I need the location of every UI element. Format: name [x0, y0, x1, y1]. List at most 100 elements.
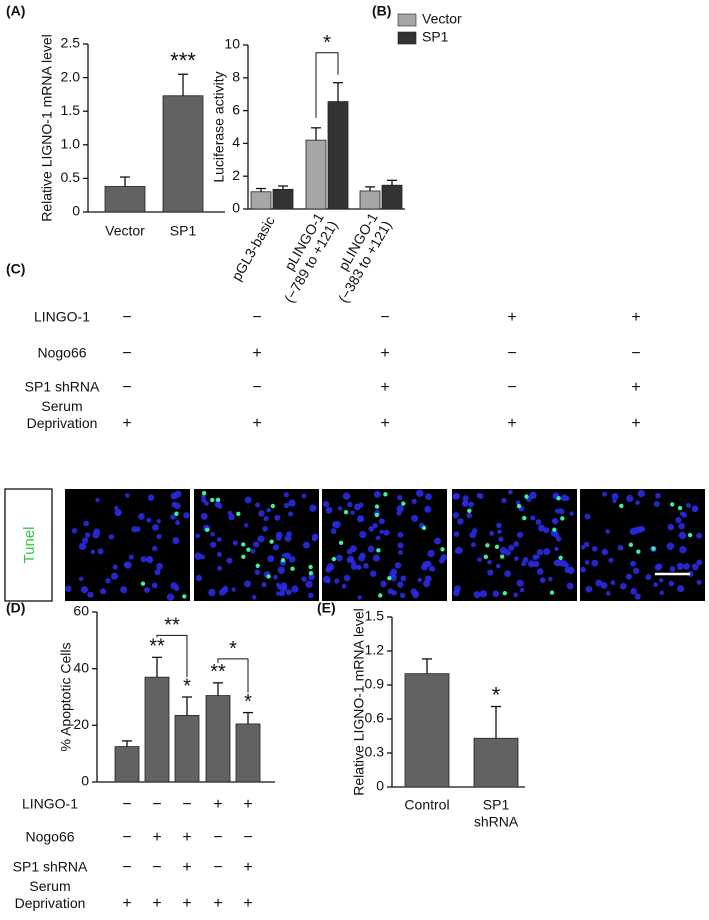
nucleus: [397, 531, 404, 538]
condition-sign: +: [243, 796, 252, 813]
nucleus: [244, 580, 252, 588]
tunel-cell: [255, 563, 260, 569]
panel-label: (C): [6, 261, 25, 277]
nucleus: [543, 548, 551, 556]
nucleus: [285, 589, 292, 596]
nucleus: [529, 491, 537, 500]
nucleus: [433, 537, 442, 545]
nucleus: [492, 590, 500, 598]
condition-sign: −: [243, 829, 252, 846]
condition-sign: +: [380, 379, 389, 396]
tunel-cell: [552, 527, 557, 532]
nucleus: [530, 515, 536, 521]
tunel-cell: [210, 497, 215, 503]
nucleus: [350, 510, 355, 515]
condition-sign: −: [182, 796, 191, 813]
nucleus: [379, 529, 384, 535]
condition-label: Nogo66: [37, 345, 86, 361]
nucleus: [358, 554, 365, 562]
bar: [381, 184, 403, 210]
nucleus: [696, 559, 703, 566]
nucleus: [350, 545, 357, 553]
condition-sign: −: [152, 859, 161, 876]
condition-sign: −: [631, 345, 640, 362]
nucleus: [420, 563, 428, 571]
nucleus: [668, 580, 675, 587]
y-tick-label: 40: [73, 659, 89, 675]
nucleus: [311, 535, 318, 542]
nucleus: [166, 593, 175, 601]
nucleus: [414, 590, 419, 596]
nucleus: [175, 520, 181, 526]
tunel-cell: [558, 555, 563, 561]
tunel-cell: [485, 543, 490, 548]
nucleus: [584, 513, 591, 520]
nucleus: [151, 582, 158, 589]
condition-sign: +: [182, 859, 191, 876]
x-tick-label: Control: [404, 797, 449, 813]
nucleus: [630, 560, 637, 567]
nucleus: [156, 518, 161, 524]
nucleus: [427, 549, 435, 558]
nucleus: [274, 514, 281, 521]
nucleus: [678, 531, 687, 540]
nucleus: [227, 510, 233, 516]
nucleus: [114, 505, 119, 511]
condition-sign: −: [252, 309, 261, 326]
nucleus: [201, 497, 207, 503]
sig-label: ***: [170, 48, 196, 73]
bar: [174, 715, 200, 783]
nucleus: [687, 570, 694, 577]
bar: [473, 737, 519, 788]
nucleus: [645, 574, 652, 581]
nucleus: [131, 526, 138, 533]
nucleus: [128, 554, 134, 560]
nucleus: [634, 593, 641, 600]
condition-sign: +: [631, 309, 640, 326]
nucleus: [170, 514, 176, 520]
tunel-cell: [308, 570, 314, 576]
nucleus: [683, 562, 691, 570]
nucleus: [504, 570, 511, 578]
nucleus: [283, 492, 290, 498]
condition-sign: +: [213, 796, 222, 813]
condition-sign: −: [122, 859, 131, 876]
nucleus: [152, 545, 158, 552]
y-tick-label: 2: [232, 167, 240, 183]
condition-sign: −: [380, 309, 389, 326]
condition-sign: −: [122, 796, 131, 813]
nucleus: [394, 562, 402, 569]
nucleus: [584, 560, 590, 565]
nucleus: [87, 591, 94, 598]
nucleus: [585, 585, 593, 593]
nucleus: [140, 556, 147, 563]
nucleus: [216, 551, 222, 558]
nucleus: [515, 500, 521, 505]
y-tick-label: 8: [232, 69, 240, 85]
nucleus: [156, 533, 162, 540]
nucleus: [423, 580, 431, 588]
x-tick-label: Vector: [105, 223, 145, 239]
nucleus: [92, 531, 100, 539]
condition-label: Deprivation: [27, 415, 98, 431]
y-tick-label: 20: [73, 716, 89, 732]
condition-sign: +: [152, 829, 161, 846]
bar: [114, 746, 140, 783]
nucleus: [519, 587, 525, 593]
nucleus: [83, 520, 90, 527]
nucleus: [630, 588, 637, 595]
nucleus: [368, 525, 375, 532]
nucleus: [564, 562, 570, 568]
condition-sign: −: [507, 345, 516, 362]
nucleus: [653, 500, 660, 507]
bar: [104, 186, 146, 213]
nucleus: [105, 578, 111, 584]
bar: [144, 676, 170, 783]
nucleus: [301, 576, 307, 582]
nucleus: [398, 550, 404, 555]
nucleus: [591, 559, 599, 567]
bar: [205, 695, 231, 783]
y-tick-label: 1.5: [61, 102, 81, 118]
nucleus: [258, 510, 265, 517]
